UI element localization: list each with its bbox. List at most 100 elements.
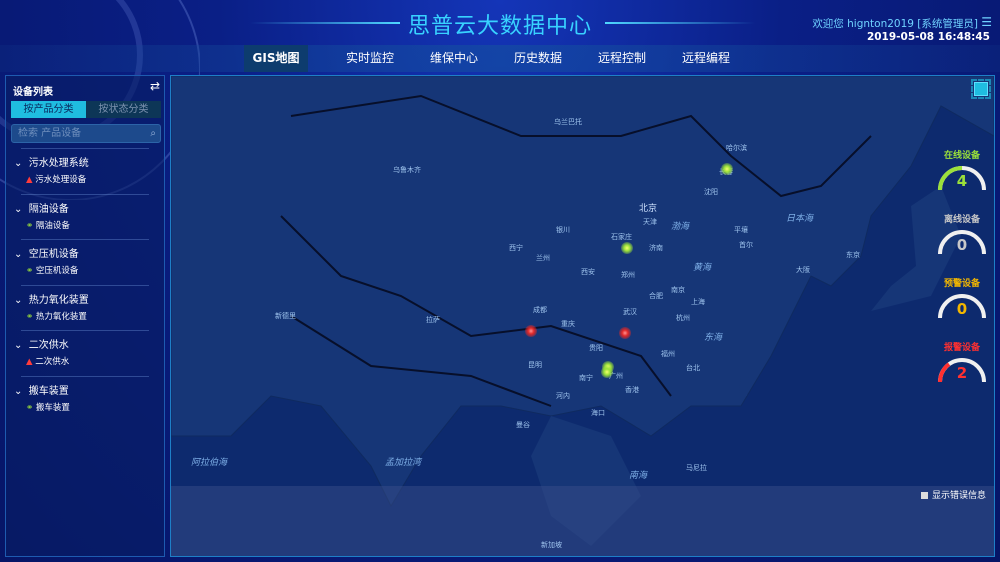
map-bottom-overlay <box>171 486 994 556</box>
device-marker-online[interactable] <box>600 366 613 379</box>
device-marker-online[interactable] <box>620 242 633 255</box>
map-label: 平壤 <box>734 226 748 234</box>
device-label: 隔油设备 <box>35 220 70 231</box>
device-groups: ⌄ 污水处理系统 ▲ 污水处理设备 ⌄ 隔油设备 ⚭ 隔油设备 ⌄ 空压机设备 ⚭ … <box>6 148 164 421</box>
page-title: 思普云大数据中心 <box>407 14 592 39</box>
group-header[interactable]: ⌄ 污水处理系统 <box>14 154 89 169</box>
map-label: 孟加拉湾 <box>385 458 422 468</box>
stat-label: 报警设备 <box>943 343 980 353</box>
stat-value: 2 <box>956 364 968 382</box>
welcome-user[interactable]: 欢迎您 hignton2019 [系统管理员] <box>812 18 978 30</box>
map-label: 台北 <box>686 364 700 372</box>
chevron-down-icon[interactable]: ⌄ <box>14 249 23 260</box>
chevron-down-icon[interactable]: ⌄ <box>14 385 23 397</box>
device-group: ⌄ 搬车装置 ⚭ 搬车装置 <box>14 375 149 422</box>
device-item[interactable]: ⚭ 热力氧化装置 <box>26 310 87 322</box>
map-label: 杭州 <box>676 314 690 322</box>
show-errors-checkbox[interactable]: 显示错误信息 <box>920 488 986 501</box>
group-header[interactable]: ⌄ 二次供水 <box>14 336 69 351</box>
group-header[interactable]: ⌄ 空压机设备 <box>14 245 79 260</box>
tab-remote-control[interactable]: 远程控制 <box>597 51 646 65</box>
device-label: 二次供水 <box>35 357 70 367</box>
link-icon: ⚭ <box>26 402 34 413</box>
tab-gis-map[interactable]: GIS地图 <box>244 45 308 72</box>
device-item[interactable]: ⚭ 空压机设备 <box>26 264 78 276</box>
device-group: ⌄ 热力氧化装置 ⚭ 热力氧化装置 <box>14 284 149 331</box>
map-label: 兰州 <box>536 254 550 262</box>
title-decoration <box>250 22 400 24</box>
map-label: 武汉 <box>623 308 637 316</box>
device-item[interactable]: ⚭ 隔油设备 <box>26 219 70 231</box>
list-icon[interactable]: ☰ <box>981 15 992 29</box>
map-label: 河内 <box>556 392 570 400</box>
stat-gauge: 在线设备 4 <box>934 151 990 212</box>
tab-by-status[interactable]: 按状态分类 <box>86 101 161 118</box>
tab-realtime-monitor[interactable]: 实时监控 <box>345 51 394 65</box>
group-label: 隔油设备 <box>28 203 69 215</box>
device-item[interactable]: ▲ 污水处理设备 <box>26 173 86 185</box>
map-label: 南宁 <box>579 374 593 382</box>
japan <box>871 186 961 311</box>
search-icon[interactable]: ⌕ <box>150 128 156 139</box>
device-group: ⌄ 二次供水 ▲ 二次供水 <box>14 330 149 376</box>
map-label: 成都 <box>533 306 547 314</box>
map-label: 新德里 <box>275 312 296 320</box>
map-label: 广州 <box>609 372 623 380</box>
checkbox-icon[interactable] <box>920 492 928 499</box>
chevron-down-icon[interactable]: ⌄ <box>14 294 23 306</box>
map-label: 贵阳 <box>589 344 603 352</box>
device-label: 污水处理设备 <box>35 175 87 185</box>
device-marker-online[interactable] <box>720 163 733 175</box>
group-header[interactable]: ⌄ 隔油设备 <box>14 200 69 215</box>
map-label: 日本海 <box>786 214 814 224</box>
fullscreen-icon[interactable] <box>971 79 991 99</box>
device-group: ⌄ 污水处理系统 ▲ 污水处理设备 <box>14 148 149 194</box>
link-icon: ⚭ <box>26 311 34 322</box>
tab-history[interactable]: 历史数据 <box>513 51 562 65</box>
map-label: 马尼拉 <box>686 464 707 472</box>
map-label: 首尔 <box>739 241 753 249</box>
tab-maintenance[interactable]: 维保中心 <box>429 51 478 65</box>
map-label: 南京 <box>671 286 685 294</box>
map-label: 阿拉伯海 <box>191 458 228 468</box>
chevron-down-icon[interactable]: ⌄ <box>14 158 23 169</box>
device-group: ⌄ 空压机设备 ⚭ 空压机设备 <box>14 239 149 285</box>
map-label: 哈尔滨 <box>726 144 747 152</box>
chevron-down-icon[interactable]: ⌄ <box>14 203 23 215</box>
map-label: 拉萨 <box>426 316 440 324</box>
device-item[interactable]: ⚭ 搬车装置 <box>26 401 70 413</box>
map-label: 大阪 <box>796 266 810 274</box>
gis-map[interactable]: 北京 天津 石家庄 济南 渤海 黄海 东海 南海 日本海 阿拉伯海 孟加拉湾 乌… <box>170 75 995 557</box>
device-item[interactable]: ▲ 二次供水 <box>26 355 69 367</box>
group-header[interactable]: ⌄ 热力氧化装置 <box>14 291 89 306</box>
device-marker-alarm[interactable] <box>618 326 631 339</box>
stat-value: 0 <box>956 236 968 254</box>
chevron-down-icon[interactable]: ⌄ <box>14 340 23 351</box>
taiwan <box>739 376 749 396</box>
device-list-panel: 设备列表 ⇄ 按产品分类 按状态分类 检索 产品设备 ⌕ ⌄ 污水处理系统 ▲ … <box>5 75 165 557</box>
gauge-arc <box>938 166 986 191</box>
device-label: 空压机设备 <box>35 266 79 276</box>
group-header[interactable]: ⌄ 搬车装置 <box>14 382 69 397</box>
tab-by-product[interactable]: 按产品分类 <box>11 101 86 118</box>
map-label: 郑州 <box>621 271 635 279</box>
map-label: 渤海 <box>671 222 690 232</box>
stat-label: 离线设备 <box>943 215 980 225</box>
stat-value: 4 <box>956 172 968 190</box>
tab-remote-programming[interactable]: 远程编程 <box>681 51 730 65</box>
country-border <box>280 94 872 407</box>
map-label: 新加坡 <box>541 541 562 549</box>
map-label: 西安 <box>581 268 595 276</box>
group-label: 热力氧化装置 <box>28 294 89 306</box>
stat-value: 0 <box>956 300 968 318</box>
stat-label: 在线设备 <box>943 151 980 161</box>
stat-gauge: 报警设备 2 <box>934 343 990 404</box>
swap-icon[interactable]: ⇄ <box>149 79 160 93</box>
map-label: 乌兰巴托 <box>554 118 582 126</box>
device-marker-alarm[interactable] <box>525 324 537 337</box>
stat-gauge: 离线设备 0 <box>934 215 990 276</box>
search-input[interactable]: 检索 产品设备 ⌕ <box>11 124 161 143</box>
stat-gauge: 预警设备 0 <box>934 279 990 340</box>
group-label: 搬车装置 <box>28 385 69 397</box>
land-mass <box>171 76 994 508</box>
